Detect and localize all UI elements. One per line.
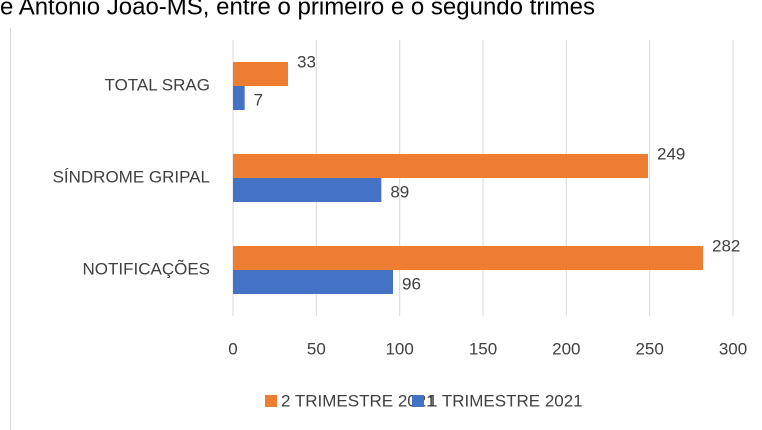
bar — [233, 86, 245, 110]
bar — [233, 62, 288, 86]
data-label: 7 — [254, 90, 263, 109]
x-tick-label: 50 — [307, 339, 326, 358]
bar — [233, 154, 648, 178]
y-tick-label: NOTIFICAÇÕES — [82, 259, 210, 278]
chart-title: e Antonio João-MS, entre o primeiro e o … — [0, 0, 595, 20]
bar — [233, 270, 393, 294]
legend-label: 1 TRIMESTRE 2021 — [428, 391, 583, 410]
data-label: 33 — [297, 52, 316, 71]
x-tick-label: 300 — [719, 339, 747, 358]
y-tick-label: SÍNDROME GRIPAL — [53, 167, 210, 186]
legend-swatch — [412, 395, 424, 407]
legend-swatch — [265, 395, 277, 407]
data-label: 249 — [657, 144, 685, 163]
y-tick-label: TOTAL SRAG — [105, 75, 211, 94]
x-tick-label: 0 — [228, 339, 237, 358]
data-label: 89 — [390, 182, 409, 201]
bar — [233, 178, 382, 202]
x-tick-label: 150 — [469, 339, 497, 358]
data-label: 96 — [402, 274, 421, 293]
bar — [233, 246, 703, 270]
x-tick-label: 200 — [552, 339, 580, 358]
legend-label: 2 TRIMESTRE 2021 — [281, 391, 436, 410]
x-tick-label: 100 — [385, 339, 413, 358]
data-label: 282 — [712, 236, 740, 255]
x-tick-label: 250 — [635, 339, 663, 358]
